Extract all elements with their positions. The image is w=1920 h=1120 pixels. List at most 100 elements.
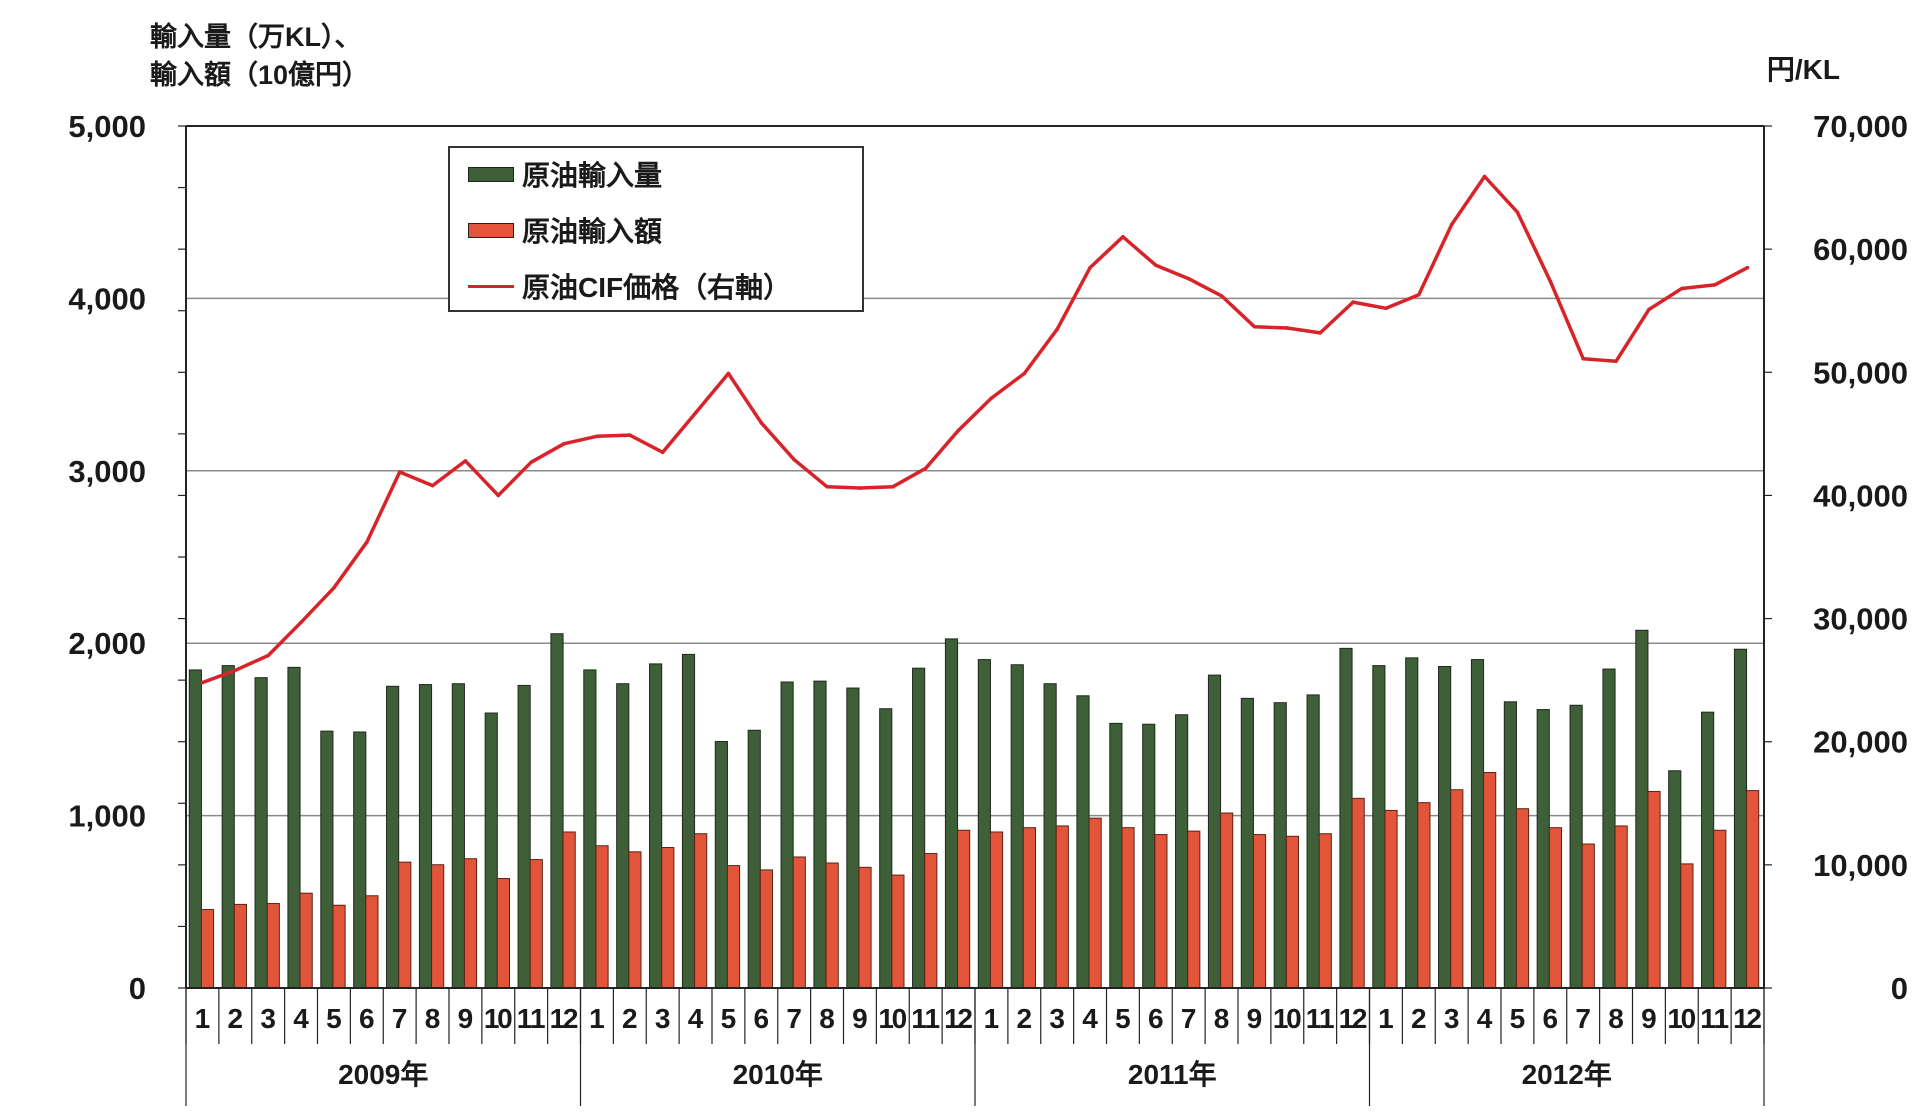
price-point bbox=[1121, 235, 1125, 239]
bar-volume bbox=[1438, 665, 1452, 989]
month-label: 1 bbox=[589, 1003, 605, 1034]
left-axis-ticks: 0 1,000 2,000 3,000 4,000 5,000 bbox=[68, 109, 146, 1006]
price-point bbox=[1088, 265, 1092, 270]
bar-volume bbox=[1306, 694, 1320, 989]
bar-volume bbox=[846, 687, 860, 989]
bar-volume bbox=[1043, 683, 1057, 989]
price-point bbox=[1318, 331, 1322, 335]
bar-value bbox=[1450, 789, 1464, 989]
bar-volume bbox=[1372, 665, 1386, 989]
price-point bbox=[759, 420, 764, 425]
right-tick-label: 0 bbox=[1891, 971, 1908, 1006]
bar-volume bbox=[1109, 722, 1123, 989]
price-point bbox=[1252, 324, 1257, 329]
bar-value bbox=[1746, 790, 1760, 989]
month-label: 3 bbox=[1444, 1003, 1460, 1034]
right-tick-label: 50,000 bbox=[1813, 355, 1908, 390]
price-point bbox=[1022, 371, 1027, 376]
bar-volume bbox=[879, 708, 893, 989]
legend-swatch-volume bbox=[468, 166, 514, 182]
bar-value bbox=[792, 856, 806, 989]
month-label: 8 bbox=[1214, 1003, 1230, 1034]
bar-volume bbox=[681, 653, 696, 989]
bar-volume bbox=[1142, 723, 1156, 989]
month-label: 6 bbox=[359, 1003, 375, 1034]
price-point bbox=[233, 668, 238, 673]
bar-value bbox=[1252, 834, 1267, 989]
bar-volume bbox=[616, 683, 630, 989]
price-point bbox=[1548, 279, 1553, 283]
bar-volume bbox=[1405, 657, 1419, 989]
bar-volume bbox=[583, 669, 597, 989]
price-point bbox=[660, 450, 665, 455]
price-point bbox=[1647, 307, 1651, 312]
line-series bbox=[200, 174, 1750, 685]
bar-volume bbox=[977, 659, 991, 989]
bar-value bbox=[1285, 835, 1299, 989]
price-point bbox=[792, 457, 796, 462]
month-label: 7 bbox=[786, 1003, 802, 1034]
right-tick-label: 70,000 bbox=[1813, 109, 1908, 144]
price-point bbox=[693, 411, 698, 415]
bar-volume bbox=[418, 684, 433, 989]
bar-volume bbox=[912, 667, 926, 989]
left-tick-label: 1,000 bbox=[68, 799, 146, 834]
month-label: 4 bbox=[1477, 1003, 1493, 1034]
bar-volume bbox=[780, 681, 794, 989]
axes bbox=[178, 125, 1772, 1106]
month-label: 7 bbox=[392, 1003, 408, 1034]
left-axis-title: 輸入量（万KL）、 輸入額（10億円） bbox=[150, 18, 369, 94]
price-point bbox=[858, 486, 862, 490]
month-label: 10 bbox=[878, 1003, 907, 1034]
bar-volume bbox=[1733, 648, 1748, 989]
month-label: 4 bbox=[293, 1003, 309, 1034]
bar-value bbox=[759, 869, 773, 989]
bar-value bbox=[431, 864, 445, 989]
bar-value bbox=[1055, 825, 1069, 989]
month-label: 4 bbox=[1082, 1003, 1098, 1034]
right-tick-label: 10,000 bbox=[1813, 848, 1908, 883]
year-label: 2009年 bbox=[338, 1058, 428, 1090]
bar-volume bbox=[1010, 664, 1024, 989]
legend-item-value: 原油輸入額 bbox=[468, 214, 662, 247]
bar-value bbox=[332, 904, 346, 989]
price-point bbox=[200, 680, 205, 685]
year-label: 2011年 bbox=[1128, 1058, 1217, 1090]
price-point bbox=[529, 460, 533, 464]
bar-series bbox=[188, 629, 1760, 989]
bar-volume bbox=[517, 684, 531, 989]
left-tick-label: 2,000 bbox=[68, 626, 146, 661]
month-label: 9 bbox=[852, 1003, 868, 1034]
price-point bbox=[1614, 359, 1618, 364]
price-point bbox=[595, 434, 599, 439]
right-tick-label: 40,000 bbox=[1813, 478, 1908, 513]
bar-value bbox=[1680, 863, 1694, 989]
price-line bbox=[201, 174, 1749, 685]
bar-value bbox=[1548, 827, 1562, 989]
month-label: 9 bbox=[1641, 1003, 1657, 1034]
month-label: 6 bbox=[1148, 1003, 1164, 1034]
bar-volume bbox=[649, 663, 663, 989]
right-tick-label: 60,000 bbox=[1813, 232, 1908, 267]
price-point bbox=[1712, 283, 1717, 287]
bar-value bbox=[463, 858, 478, 989]
bar-value bbox=[661, 846, 675, 989]
price-point bbox=[923, 466, 928, 471]
price-point bbox=[1449, 222, 1454, 227]
month-label: 9 bbox=[1247, 1003, 1263, 1034]
month-label: 3 bbox=[260, 1003, 276, 1034]
bar-volume bbox=[1602, 668, 1616, 989]
bar-value bbox=[562, 831, 576, 989]
bar-volume bbox=[550, 633, 564, 989]
legend-item-volume: 原油輸入量 bbox=[468, 158, 662, 191]
bar-value bbox=[989, 831, 1004, 989]
legend-item-price: 原油CIF価格（右軸） bbox=[468, 270, 791, 303]
bar-volume bbox=[1701, 711, 1715, 989]
month-label: 4 bbox=[688, 1003, 704, 1034]
bar-value bbox=[628, 851, 642, 989]
bar-volume bbox=[813, 680, 827, 989]
bar-value bbox=[1515, 808, 1530, 989]
price-point bbox=[891, 485, 895, 489]
bar-value bbox=[1351, 797, 1365, 989]
month-label: 7 bbox=[1575, 1003, 1591, 1034]
